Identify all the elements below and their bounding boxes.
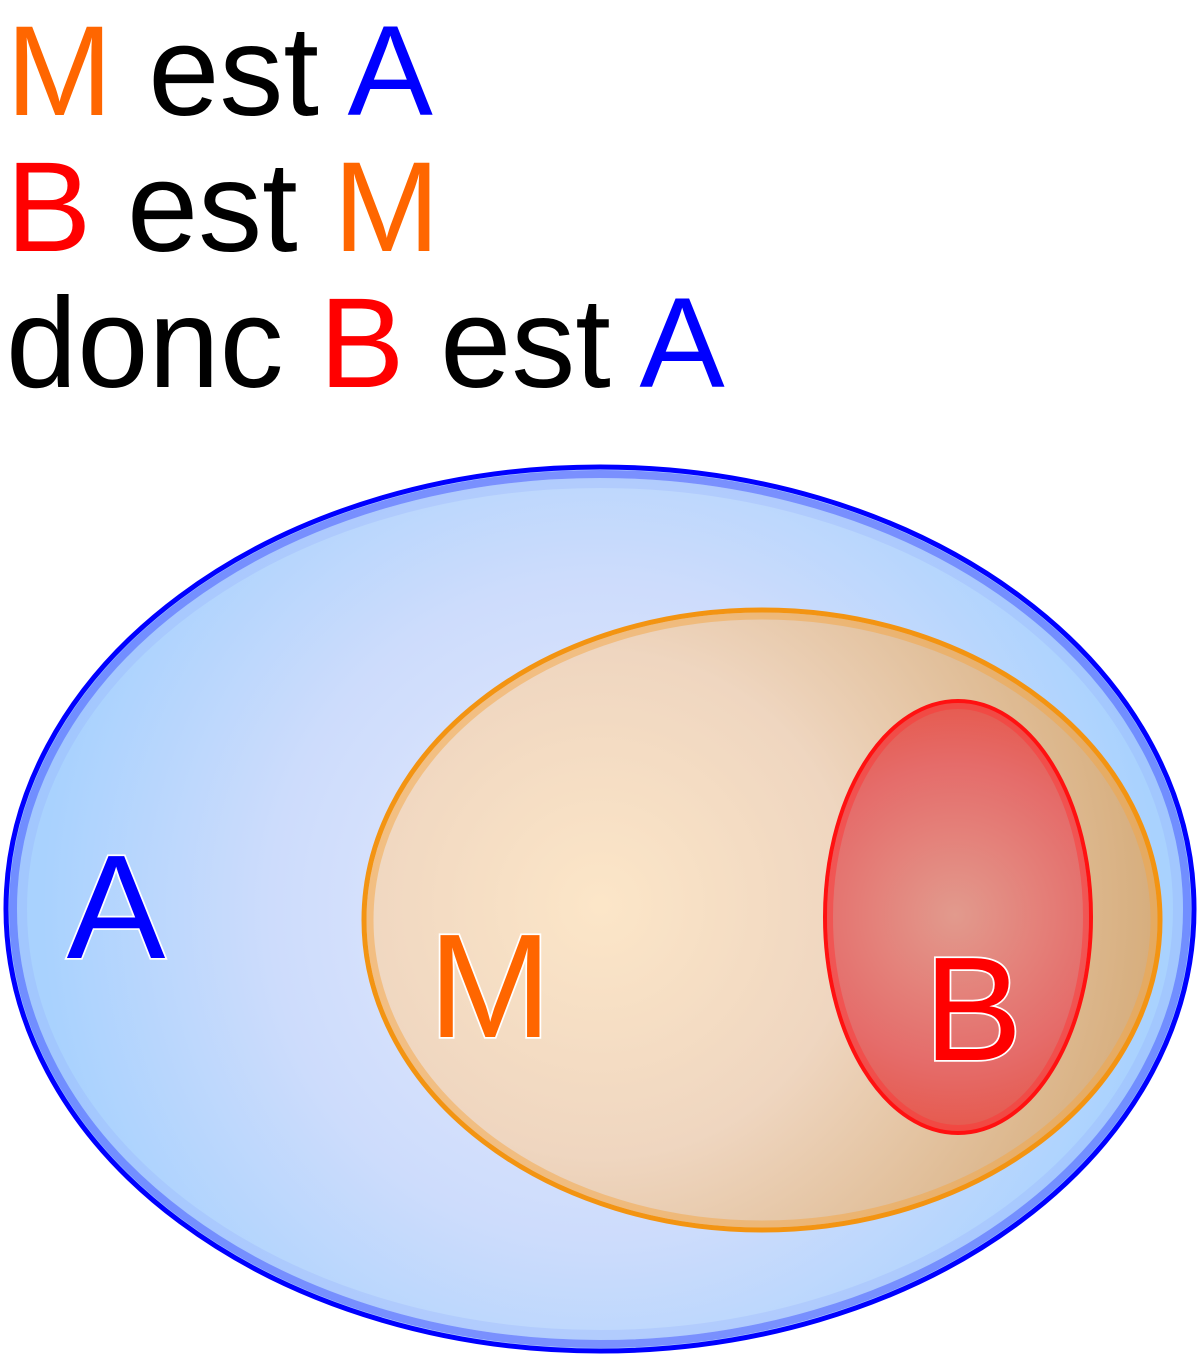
conclusion: donc B est A	[6, 276, 725, 412]
term-b: B	[319, 272, 405, 415]
term-a: A	[347, 0, 433, 143]
premise-major: M est A	[6, 4, 725, 140]
set-m-inner-glow	[366, 612, 1158, 1228]
set-m-label: M	[428, 904, 551, 1069]
copula: est	[440, 272, 611, 415]
term-m: M	[333, 136, 440, 279]
set-b-ellipse	[823, 699, 1093, 1135]
set-a-label: A	[67, 825, 166, 990]
term-m: M	[6, 0, 113, 143]
term-a: A	[639, 272, 725, 415]
set-b-inner-glow	[827, 703, 1089, 1131]
syllogism-text: M est A B est M donc B est A	[6, 4, 725, 412]
set-a-inner-glow-soft	[17, 478, 1183, 1340]
term-b: B	[6, 136, 92, 279]
copula: est	[148, 0, 319, 143]
set-a-inner-glow	[9, 470, 1191, 1348]
set-b-label: B	[924, 927, 1023, 1092]
conclusion-word: donc	[6, 272, 284, 415]
premise-minor: B est M	[6, 140, 725, 276]
set-b	[823, 699, 1093, 1135]
copula: est	[126, 136, 298, 279]
